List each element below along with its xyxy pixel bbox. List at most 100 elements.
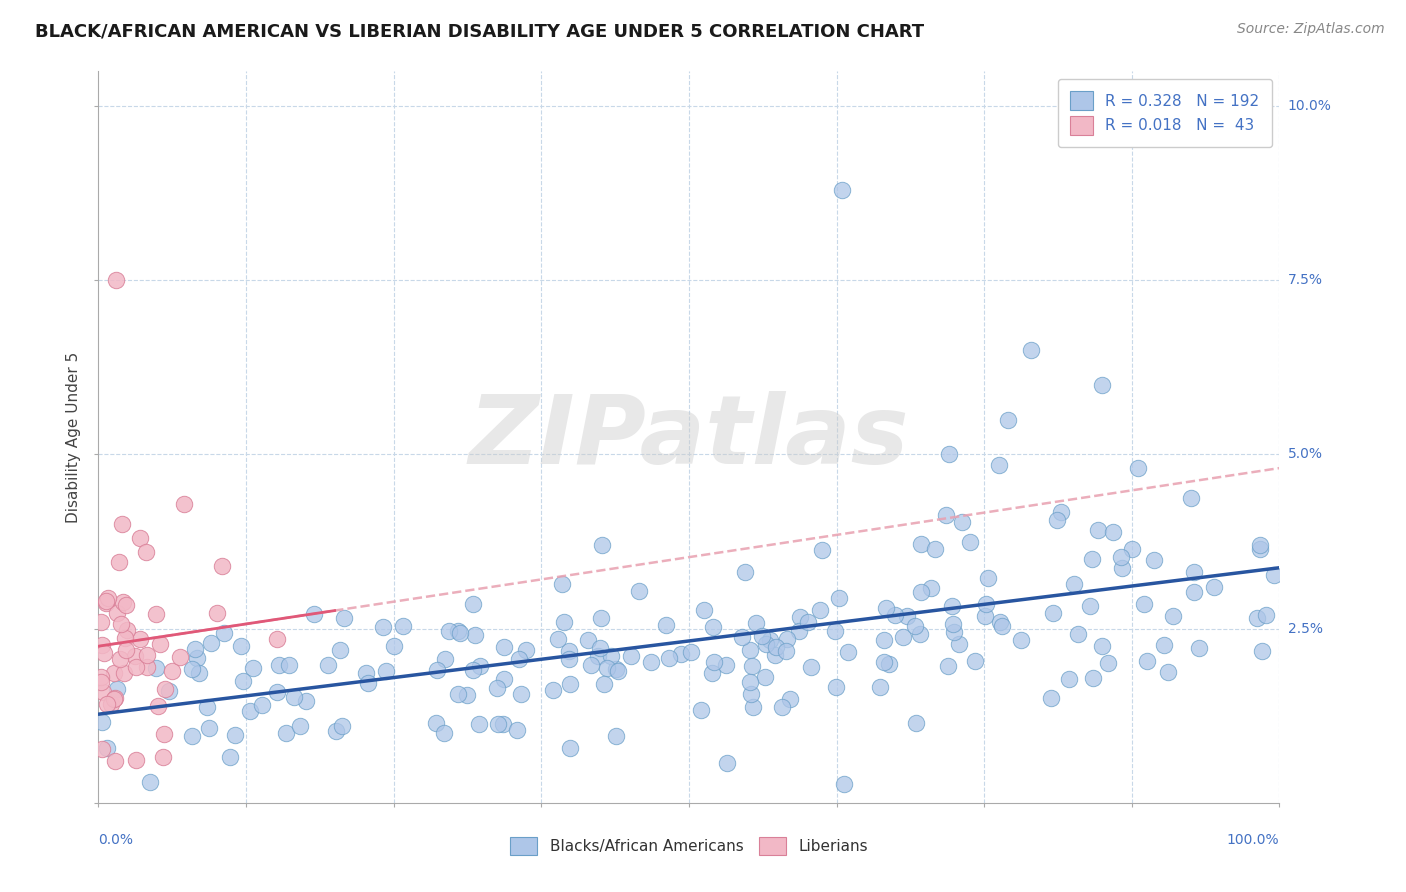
Point: [112, 666, 135, 681]
Point: [105, 273, 128, 287]
Point: [1254, 607, 1277, 622]
Point: [467, 717, 489, 731]
Point: [195, 699, 218, 714]
Point: [266, 632, 288, 646]
Point: [693, 603, 716, 617]
Point: [104, 691, 127, 706]
Point: [111, 517, 134, 532]
Point: [506, 723, 529, 738]
Point: [716, 658, 738, 673]
Point: [997, 412, 1019, 426]
Point: [463, 663, 485, 677]
Point: [974, 597, 997, 611]
Point: [837, 645, 859, 659]
Point: [703, 656, 725, 670]
Point: [553, 615, 575, 629]
Point: [426, 663, 449, 677]
Point: [266, 685, 288, 699]
Point: [1063, 576, 1085, 591]
Point: [90, 675, 112, 690]
Point: [1126, 461, 1149, 475]
Text: BLACK/AFRICAN AMERICAN VS LIBERIAN DISABILITY AGE UNDER 5 CORRELATION CHART: BLACK/AFRICAN AMERICAN VS LIBERIAN DISAB…: [35, 22, 924, 40]
Point: [896, 608, 918, 623]
Point: [1202, 580, 1225, 594]
Point: [908, 626, 931, 640]
Point: [375, 665, 398, 679]
Point: [920, 581, 942, 595]
Point: [464, 627, 486, 641]
Point: [770, 699, 793, 714]
Point: [485, 681, 508, 696]
Point: [136, 648, 159, 662]
Point: [508, 652, 530, 666]
Point: [1097, 656, 1119, 670]
Point: [1121, 541, 1143, 556]
Point: [825, 680, 848, 694]
Point: [1263, 567, 1285, 582]
Point: [1251, 644, 1274, 658]
Point: [640, 656, 662, 670]
Point: [425, 715, 447, 730]
Point: [200, 636, 222, 650]
Point: [456, 688, 478, 702]
Point: [904, 716, 927, 731]
Point: [93, 646, 115, 660]
Point: [751, 629, 773, 643]
Point: [136, 660, 159, 674]
Point: [139, 775, 162, 789]
Point: [330, 719, 353, 733]
Point: [1040, 690, 1063, 705]
Point: [988, 458, 1011, 473]
Point: [146, 698, 169, 713]
Point: [181, 729, 204, 743]
Point: [96, 697, 118, 711]
Point: [269, 657, 291, 672]
Point: [681, 645, 703, 659]
Point: [1182, 566, 1205, 580]
Point: [492, 640, 515, 655]
Point: [434, 652, 457, 666]
Point: [447, 624, 470, 638]
Point: [936, 659, 959, 673]
Point: [950, 515, 973, 529]
Point: [461, 597, 484, 611]
Point: [90, 670, 112, 684]
Point: [108, 555, 131, 569]
Point: [1133, 597, 1156, 611]
Point: [942, 617, 965, 632]
Point: [832, 777, 855, 791]
Point: [515, 643, 537, 657]
Point: [658, 651, 681, 665]
Point: [765, 640, 787, 654]
Point: [157, 684, 180, 698]
Point: [558, 740, 581, 755]
Point: [591, 537, 613, 551]
Point: [745, 616, 768, 631]
Text: 0.0%: 0.0%: [98, 833, 134, 847]
Point: [702, 619, 724, 633]
Point: [1083, 671, 1105, 685]
Point: [100, 697, 122, 711]
Point: [94, 596, 117, 610]
Point: [1078, 599, 1101, 614]
Point: [110, 616, 132, 631]
Point: [197, 721, 219, 735]
Point: [974, 609, 997, 624]
Point: [620, 648, 643, 663]
Point: [831, 183, 853, 197]
Point: [90, 715, 112, 730]
Point: [294, 694, 316, 708]
Point: [596, 661, 619, 675]
Point: [316, 658, 339, 673]
Point: [290, 719, 312, 733]
Point: [599, 649, 621, 664]
Point: [509, 687, 531, 701]
Text: 2.5%: 2.5%: [1288, 622, 1323, 636]
Point: [869, 680, 891, 694]
Point: [716, 756, 738, 771]
Point: [325, 723, 347, 738]
Point: [935, 508, 957, 522]
Point: [103, 666, 125, 681]
Point: [108, 652, 131, 666]
Text: 10.0%: 10.0%: [1288, 99, 1331, 113]
